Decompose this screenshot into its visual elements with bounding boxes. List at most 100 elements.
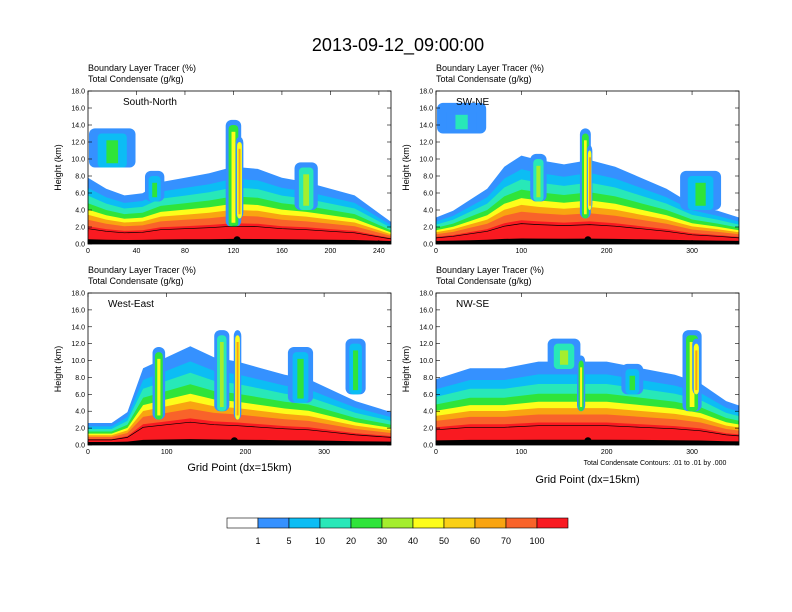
colorbar-label-50: 50 [439, 536, 449, 546]
y-tick-label: 14.0 [71, 324, 85, 331]
x-tick-label: 200 [601, 449, 613, 456]
condensate-contour [88, 421, 391, 441]
y-tick-label: 16.0 [419, 106, 433, 113]
x-tick-label: 0 [86, 449, 90, 456]
x-tick-label: 240 [373, 248, 385, 255]
y-tick-label: 0.0 [75, 242, 85, 249]
panel-label-tracer: Boundary Layer Tracer (%) [88, 265, 196, 275]
y-axis-label: Height (km) [53, 346, 63, 393]
colorbar-swatch-6 [412, 517, 445, 529]
y-tick-label: 16.0 [419, 307, 433, 314]
y-tick-label: 8.0 [75, 375, 85, 382]
y-tick-label: 12.0 [419, 140, 433, 147]
y-axis-label: Height (km) [401, 346, 411, 393]
plume-inner-1 [580, 367, 583, 407]
panel-direction-label: SW-NE [456, 97, 489, 108]
colorbar-label-100: 100 [529, 536, 544, 546]
y-tick-label: 12.0 [419, 341, 433, 348]
plume-inner-1 [588, 157, 591, 206]
x-tick-label: 80 [181, 248, 189, 255]
panel-direction-label: South-North [123, 97, 177, 108]
y-tick-label: 8.0 [423, 375, 433, 382]
colorbar-label-70: 70 [501, 536, 511, 546]
y-tick-label: 4.0 [423, 208, 433, 215]
terrain [88, 439, 391, 445]
tracer-layer-7 [436, 220, 739, 244]
plume-inner-3 [695, 350, 698, 391]
panel-direction-label: West-East [108, 299, 154, 310]
panel-south-north: 0.0 2.0 4.0 6.0 8.0 10.0 12.0 14.0 16.0 18.0 0 40 80… [53, 63, 392, 255]
colorbar-swatch-1 [257, 517, 290, 529]
y-tick-label: 6.0 [75, 191, 85, 198]
x-axis-label: Grid Point (dx=15km) [535, 474, 639, 486]
colorbar-swatch-2 [288, 517, 321, 529]
plume-inner-1 [238, 148, 241, 215]
tracer-field [88, 119, 391, 244]
y-tick-label: 16.0 [71, 307, 85, 314]
plume-inner-0 [157, 358, 161, 416]
panel-direction-label: NW-SE [456, 299, 489, 310]
plot-frame [435, 292, 740, 446]
panel-label-tracer: Boundary Layer Tracer (%) [436, 63, 544, 73]
colorbar-label-40: 40 [408, 536, 418, 546]
x-tick-label: 200 [240, 449, 252, 456]
x-tick-label: 200 [601, 248, 613, 255]
y-tick-label: 16.0 [71, 106, 85, 113]
y-tick-label: 6.0 [75, 392, 85, 399]
y-tick-label: 4.0 [423, 409, 433, 416]
plume-inner-3 [303, 174, 310, 206]
plume-inner-2 [455, 114, 468, 130]
y-tick-label: 6.0 [423, 392, 433, 399]
y-axis-label: Height (km) [53, 144, 63, 191]
plume-inner-3 [297, 358, 304, 399]
y-tick-label: 12.0 [71, 140, 85, 147]
y-tick-label: 4.0 [75, 208, 85, 215]
y-tick-label: 2.0 [423, 225, 433, 232]
x-tick-label: 100 [516, 449, 528, 456]
colorbar: 1 5 10 20 30 40 50 60 70 100 [226, 517, 569, 546]
center-marker [233, 236, 241, 244]
y-tick-label: 2.0 [75, 225, 85, 232]
y-tick-label: 4.0 [75, 409, 85, 416]
condensate-contour [88, 225, 391, 240]
plume-inner-4 [353, 350, 359, 391]
colorbar-label-20: 20 [346, 536, 356, 546]
x-tick-label: 0 [86, 248, 90, 255]
y-axis-label: Height (km) [401, 144, 411, 191]
figure-title: 2013-09-12_09:00:00 [312, 35, 484, 56]
plume-inner-2 [689, 341, 695, 407]
x-axis-label: Grid Point (dx=15km) [187, 462, 291, 474]
panel-label-tracer: Boundary Layer Tracer (%) [436, 265, 544, 275]
panel-label-tracer: Boundary Layer Tracer (%) [88, 63, 196, 73]
y-tick-label: 10.0 [71, 157, 85, 164]
colorbar-swatch-7 [443, 517, 476, 529]
x-tick-label: 300 [318, 449, 330, 456]
panel-west-east: 0.0 2.0 4.0 6.0 8.0 10.0 12.0 14.0 16.0 18.0 0 100 2… [53, 265, 392, 474]
y-tick-label: 0.0 [75, 443, 85, 450]
y-tick-label: 2.0 [423, 426, 433, 433]
plume-inner-1 [219, 341, 224, 407]
x-tick-label: 200 [325, 248, 337, 255]
colorbar-label-60: 60 [470, 536, 480, 546]
plot-frame [435, 90, 740, 245]
colorbar-swatch-0 [226, 517, 259, 529]
x-tick-label: 300 [686, 248, 698, 255]
y-tick-label: 0.0 [423, 242, 433, 249]
colorbar-swatch-5 [381, 517, 414, 529]
y-tick-label: 18.0 [71, 89, 85, 96]
center-marker [584, 437, 592, 445]
panel-label-condensate: Total Condensate (g/kg) [88, 74, 184, 84]
colorbar-label-30: 30 [377, 536, 387, 546]
plume-inner-2 [236, 341, 239, 416]
plume-inner-4 [629, 375, 636, 391]
center-marker [230, 437, 238, 445]
y-tick-label: 14.0 [419, 123, 433, 130]
colorbar-swatch-3 [319, 517, 352, 529]
tracer-layer-7 [88, 223, 391, 244]
y-tick-label: 18.0 [71, 291, 85, 298]
y-tick-label: 18.0 [419, 291, 433, 298]
plume-inner-0 [584, 140, 587, 215]
plume-inner-0 [559, 350, 569, 365]
condensate-contour [436, 425, 739, 437]
